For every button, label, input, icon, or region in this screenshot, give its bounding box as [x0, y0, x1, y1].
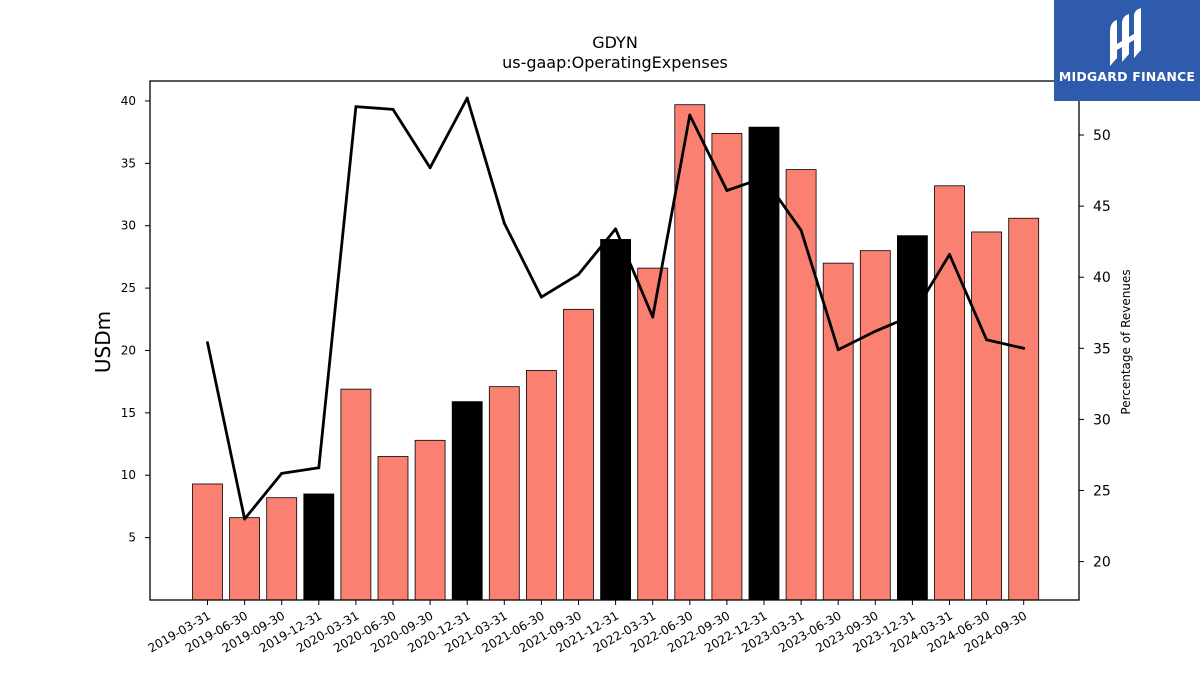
- bar-2019-03-31: [192, 483, 223, 601]
- bar-2021-06-30: [526, 370, 557, 601]
- line-point-2020-09-30: [428, 166, 432, 170]
- bar-2023-03-31: [785, 169, 817, 601]
- line-point-2022-06-30: [688, 113, 692, 117]
- chart-title: GDYN: [592, 33, 638, 52]
- y-tick-label: 40: [121, 94, 136, 108]
- line-point-2020-06-30: [391, 108, 395, 111]
- y-tick-label: 30: [121, 219, 136, 233]
- line-point-2024-09-30: [1022, 346, 1026, 350]
- bar-2023-12-31: [897, 235, 928, 601]
- y-axis-right: 20 25 30 35 40 45 50: [1079, 128, 1111, 571]
- line-point-2019-06-30: [243, 517, 247, 521]
- line-point-2023-12-31: [911, 314, 914, 318]
- y2-tick-label: 30: [1093, 412, 1111, 428]
- line-point-2023-06-30: [836, 348, 840, 352]
- bar-series: [192, 104, 1040, 601]
- y-tick-label: 5: [128, 531, 136, 545]
- y-tick-label: 10: [121, 468, 136, 482]
- chart-subtitle: us-gaap:OperatingExpenses: [502, 53, 728, 72]
- bar-2021-03-31: [488, 386, 520, 601]
- bar-2022-09-30: [711, 132, 743, 601]
- y2-tick-label: 40: [1093, 270, 1111, 286]
- bar-2022-06-30: [674, 104, 706, 601]
- line-point-2022-09-30: [725, 189, 729, 192]
- line-point-2021-06-30: [540, 295, 543, 299]
- y2-tick-label: 25: [1093, 484, 1111, 500]
- line-point-2021-09-30: [577, 272, 580, 276]
- line-point-2020-12-31: [465, 96, 469, 100]
- line-point-2021-12-31: [614, 227, 617, 231]
- line-point-2024-03-31: [948, 253, 951, 256]
- line-series: [206, 96, 1026, 521]
- y-axis-label: USDm: [91, 311, 115, 373]
- y2-tick-label: 50: [1093, 128, 1111, 144]
- line-point-2019-12-31: [317, 466, 321, 470]
- bar-2019-09-30: [266, 497, 298, 601]
- bar-2020-03-31: [340, 388, 372, 601]
- y2-tick-label: 35: [1093, 341, 1111, 357]
- bar-2024-06-30: [971, 231, 1002, 601]
- bar-2021-09-30: [563, 308, 594, 601]
- logo-brand-text: MIDGARD FINANCE: [1058, 69, 1196, 84]
- y-tick-label: 35: [121, 156, 136, 170]
- bar-2019-06-30: [229, 517, 261, 601]
- line-point-2019-09-30: [280, 472, 284, 475]
- bar-2024-03-31: [934, 185, 965, 601]
- line-point-2021-03-31: [502, 221, 506, 225]
- midgard-logo-icon: [1110, 8, 1141, 66]
- y-tick-label: 15: [121, 406, 136, 420]
- line-point-2023-03-31: [799, 228, 803, 232]
- midgard-finance-logo: MIDGARD FINANCE: [1054, 0, 1200, 101]
- line-point-2023-09-30: [873, 329, 877, 333]
- plot-frame: [149, 80, 1080, 601]
- bar-2024-09-30: [1008, 217, 1040, 601]
- y2-axis-label: Percentage of Revenues: [1119, 269, 1133, 414]
- bar-2022-03-31: [637, 267, 669, 601]
- y2-tick-label: 45: [1093, 199, 1111, 215]
- line-point-2020-03-31: [354, 105, 358, 108]
- bar-2023-09-30: [859, 250, 891, 601]
- bar-2020-09-30: [414, 439, 446, 601]
- x-axis: 2019-03-312019-06-302019-09-302019-12-31…: [146, 600, 1029, 655]
- line-point-2022-03-31: [651, 315, 655, 319]
- y-tick-label: 20: [121, 343, 136, 357]
- y-tick-label: 25: [121, 281, 136, 295]
- bar-2022-12-31: [748, 126, 780, 601]
- y-axis-left: 5 10 15 20 25 30 35 40: [121, 94, 150, 545]
- bar-2020-06-30: [377, 456, 409, 601]
- bar-2020-12-31: [451, 401, 483, 601]
- y2-tick-label: 20: [1093, 555, 1111, 571]
- bar-2021-12-31: [600, 239, 631, 601]
- line-point-2022-12-31: [762, 176, 766, 180]
- bar-2019-12-31: [303, 493, 335, 601]
- line-point-2019-03-31: [206, 341, 209, 345]
- line-point-2024-06-30: [985, 338, 988, 342]
